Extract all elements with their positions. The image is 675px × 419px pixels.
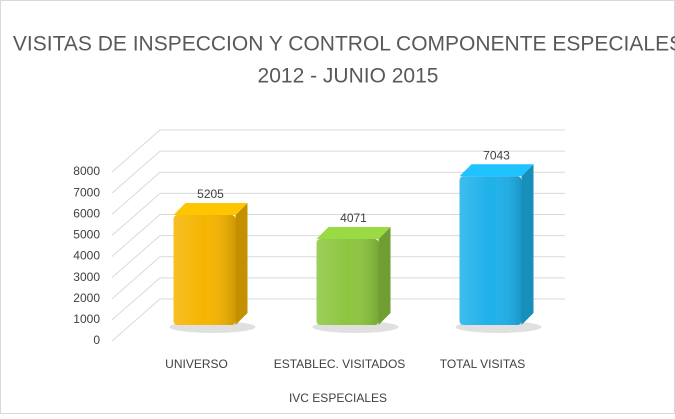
y-tick-label: 8000: [73, 164, 100, 178]
x-axis-label: IVC ESPECIALES: [289, 391, 387, 405]
value-label: 4071: [340, 211, 367, 225]
grid-line: [111, 256, 565, 300]
grid-line: [111, 129, 565, 173]
grid-line: [111, 235, 565, 279]
value-label: 7043: [483, 148, 510, 162]
grid-line: [111, 277, 565, 321]
grid-line: [111, 150, 565, 194]
y-tick-label: 5000: [73, 228, 100, 242]
chart-title: VISITAS DE INSPECCION Y CONTROL COMPONEN…: [13, 33, 675, 56]
x-tick-label: UNIVERSO: [165, 357, 228, 371]
y-tick-label: 2000: [73, 291, 100, 305]
y-tick-label: 6000: [73, 206, 100, 220]
y-tick-label: 7000: [73, 185, 100, 199]
chart-subtitle: 2012 - JUNIO 2015: [258, 65, 439, 88]
x-tick-label: TOTAL VISITAS: [440, 357, 526, 371]
grid-line: [111, 171, 565, 215]
value-label: 5205: [197, 187, 224, 201]
grid-line: [111, 298, 565, 342]
y-tick-label: 0: [93, 333, 100, 347]
x-tick-label: ESTABLEC. VISITADOS: [274, 357, 406, 371]
bar: [455, 164, 542, 333]
grid-line: [111, 214, 565, 257]
y-tick-label: 3000: [73, 270, 100, 284]
y-tick-label: 4000: [73, 249, 100, 263]
bar: [312, 227, 399, 333]
bar: [169, 203, 256, 333]
grid-line: [111, 192, 565, 236]
y-tick-label: 1000: [73, 312, 100, 326]
